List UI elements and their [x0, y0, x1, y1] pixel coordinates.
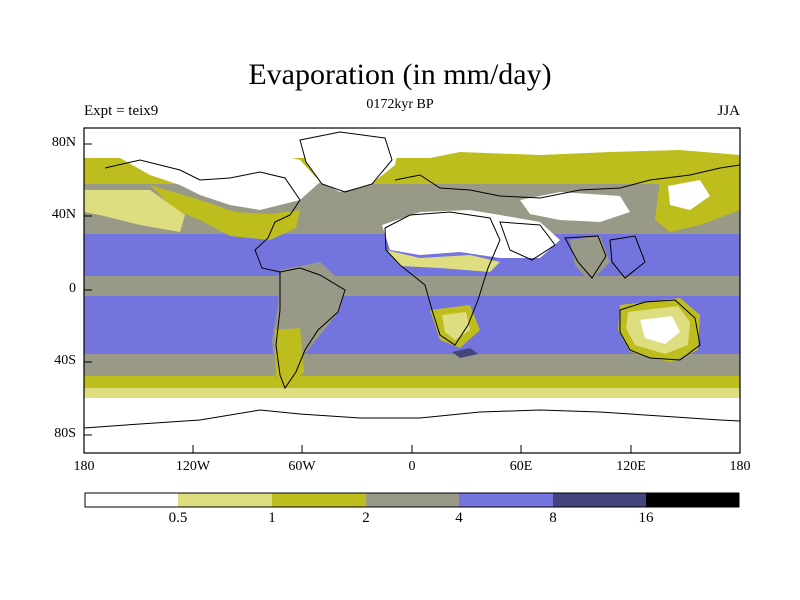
colorbar-box-6	[646, 493, 739, 507]
greenland-coastline	[299, 131, 393, 193]
lat-label-80s: 80S	[54, 426, 76, 441]
sahara-white-region	[382, 210, 560, 258]
lon-label-120w: 120W	[175, 459, 211, 474]
africa-coastline	[384, 211, 501, 346]
map-area	[84, 128, 740, 453]
greenland-white-region	[300, 130, 400, 192]
lat-label-40n: 40N	[51, 207, 76, 222]
colorbar-label-16: 16	[638, 510, 654, 526]
japan-white-region	[668, 180, 710, 210]
north-america-olive-region	[150, 185, 300, 240]
australia-coastline	[619, 299, 701, 361]
southern-olive-band	[84, 376, 740, 388]
axis-ticks	[83, 143, 741, 453]
southern-light-band	[84, 388, 740, 398]
colorbar	[84, 492, 740, 508]
colorbar-label-0-5: 0.5	[168, 510, 188, 526]
australia-white-region	[640, 316, 680, 344]
colorbar-label-2: 2	[362, 510, 370, 526]
lon-label-120e: 120E	[616, 459, 646, 474]
experiment-label: Expt = teix9	[84, 103, 159, 119]
colorbar-label-4: 4	[455, 510, 463, 526]
eurasia-white-region	[430, 130, 740, 152]
central-asia-white-region	[520, 192, 630, 222]
lat-label-40s: 40S	[54, 353, 76, 368]
map-title: Evaporation (in mm/day)	[248, 58, 552, 91]
pacific-light-region	[84, 190, 185, 232]
lon-label-0: 0	[408, 459, 416, 474]
south-america-coastline	[275, 267, 346, 390]
lat-label-80n: 80N	[51, 135, 76, 150]
north-america-coastline	[104, 159, 301, 273]
colorbar-box-3	[366, 493, 459, 507]
colorbar-box-1	[178, 493, 272, 507]
patagonia-olive-region	[275, 328, 304, 388]
india-coastline	[564, 235, 607, 279]
colorbar-box-2	[272, 493, 366, 507]
arabia-coastline	[499, 221, 556, 261]
antarctica-coastline	[84, 409, 740, 429]
colorbar-box-5	[553, 493, 646, 507]
lat-label-0: 0	[69, 281, 76, 296]
agulhas-dark-patch	[452, 348, 478, 358]
sahel-light-region	[386, 250, 500, 272]
coastlines	[84, 131, 740, 429]
lon-label-180w: 180	[73, 459, 95, 474]
lon-label-180e: 180	[729, 459, 751, 474]
season-label: JJA	[717, 103, 740, 119]
lon-label-60w: 60W	[288, 459, 316, 474]
india-gray-region	[570, 236, 610, 282]
equatorial-gray-band	[84, 276, 740, 296]
colorbar-frame	[84, 492, 740, 508]
antarctic-white-band	[84, 398, 740, 453]
colorbar-label-8: 8	[549, 510, 557, 526]
colorbar-box-0	[85, 493, 178, 507]
map-subtitle: 0172kyr BP	[366, 97, 434, 112]
colorbar-box-4	[459, 493, 553, 507]
lon-label-60e: 60E	[509, 459, 533, 474]
eurasia-coastline	[394, 164, 740, 199]
southeast-asia-coastline	[609, 235, 646, 279]
colorbar-label-1: 1	[268, 510, 276, 526]
southern-gray-band	[84, 354, 740, 376]
siberia-olive-region	[420, 150, 740, 180]
